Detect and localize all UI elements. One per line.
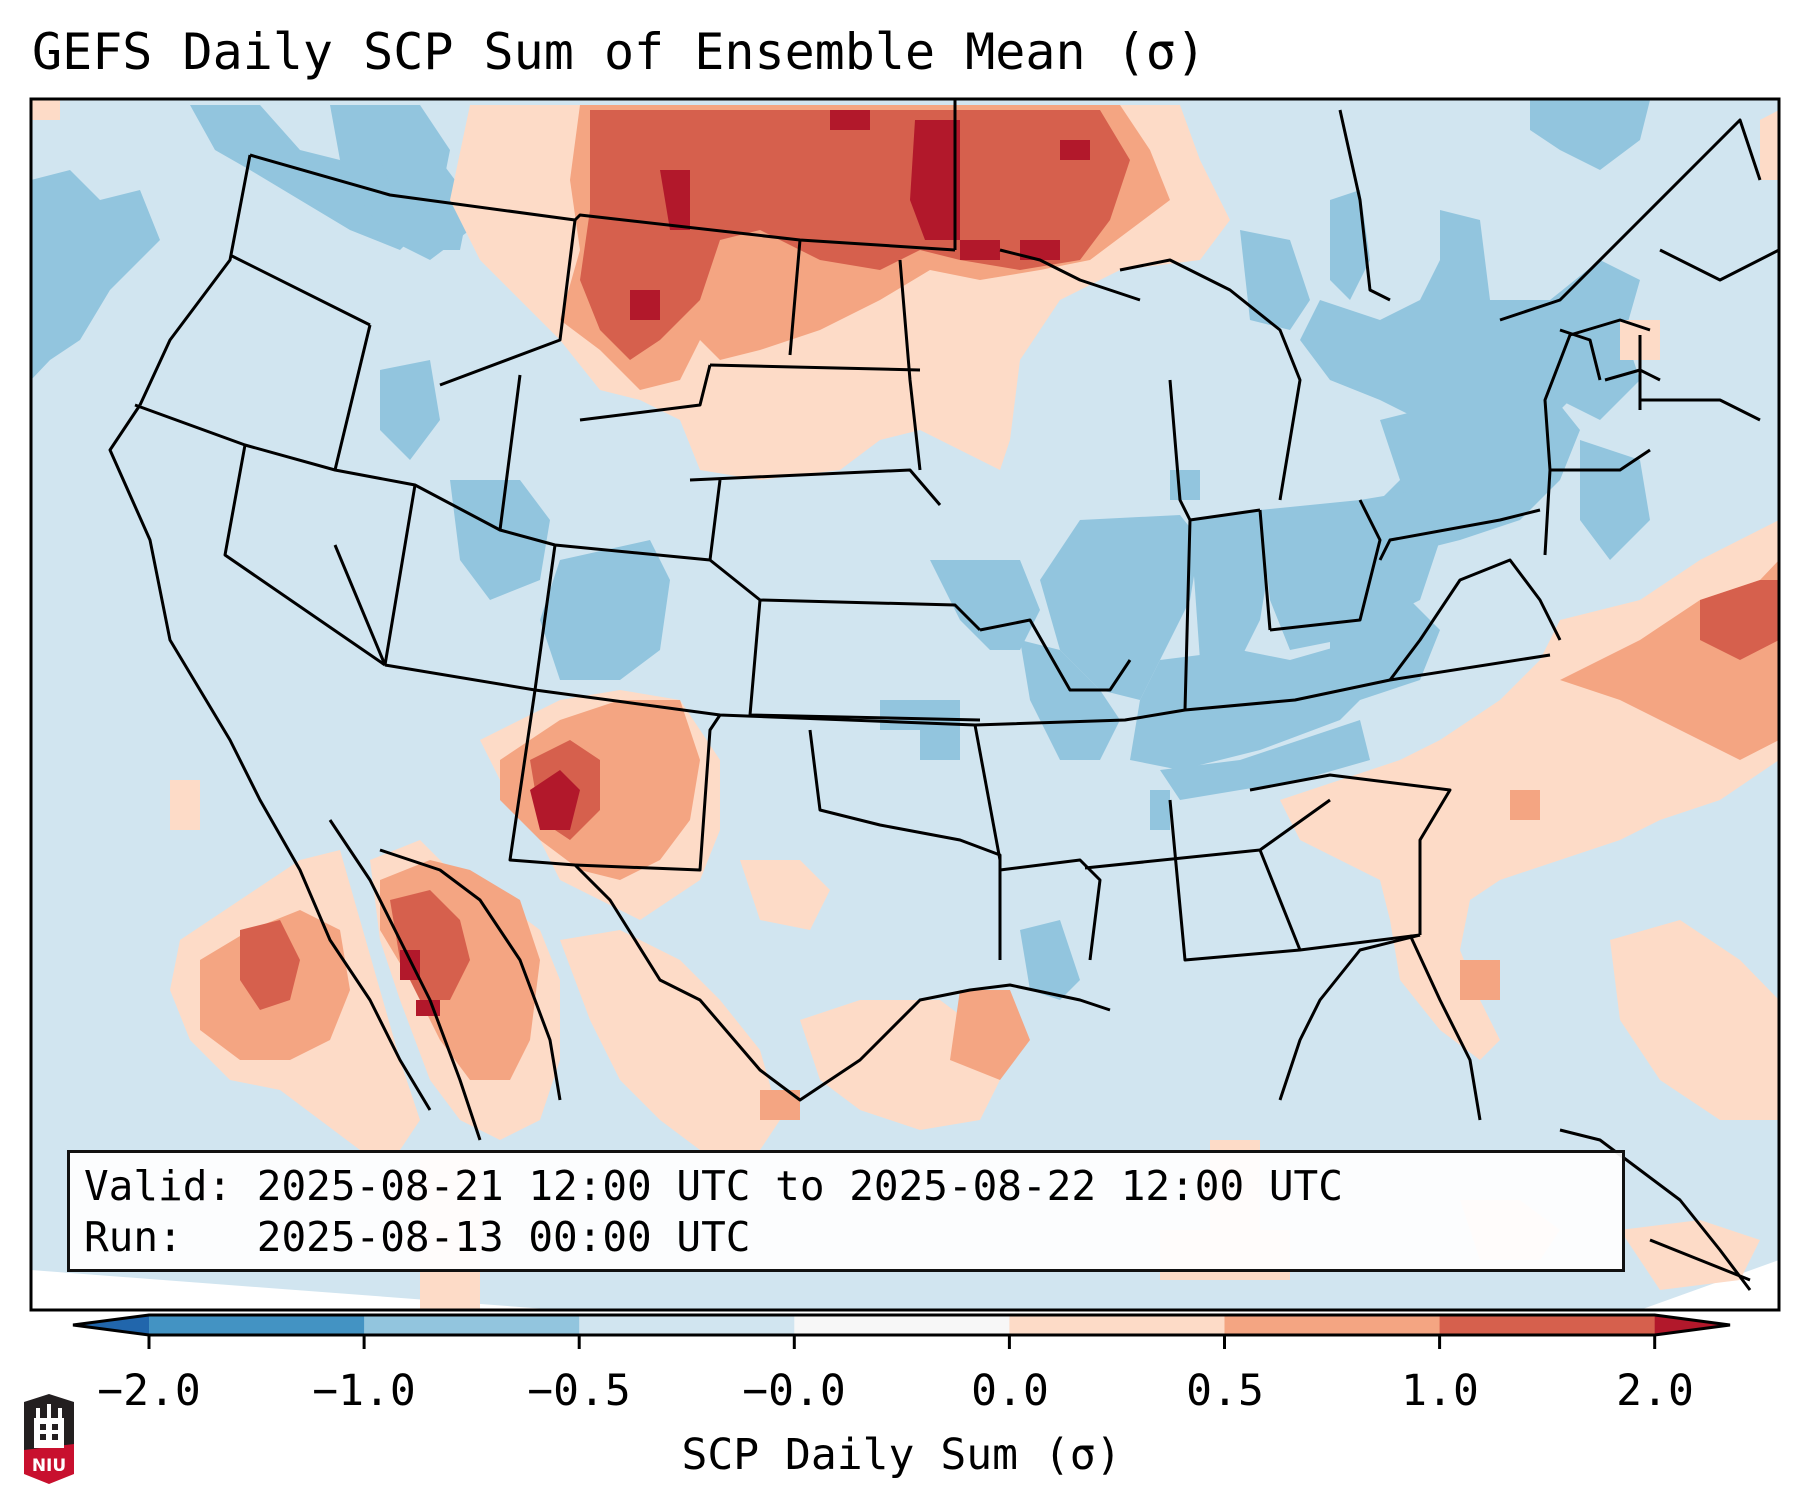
- valid-run-annotation-box: Valid: 2025-08-21 12:00 UTC to 2025-08-2…: [67, 1150, 1625, 1272]
- field-negative-patches: [31, 100, 1650, 1000]
- run-time-text: Run: 2025-08-13 00:00 UTC: [84, 1213, 751, 1261]
- domain-edge: [1640, 1260, 1779, 1310]
- logo-tower-icon: [58, 1408, 62, 1420]
- logo-text: NIU: [32, 1456, 66, 1476]
- colorbar: [72, 1313, 1731, 1349]
- colorbar-tick-label: 1.0: [1401, 1366, 1479, 1416]
- colorbar-bin: [1009, 1315, 1225, 1335]
- colorbar-bin: [794, 1315, 1010, 1335]
- logo-windows-icon: [40, 1424, 58, 1440]
- valid-time-text: Valid: 2025-08-21 12:00 UTC to 2025-08-2…: [84, 1162, 1343, 1210]
- state-boundaries: [108, 100, 1779, 1291]
- colorbar-tick-label: −0.0: [742, 1366, 846, 1416]
- logo-tower-icon: [47, 1404, 51, 1420]
- colorbar-extend-min: [73, 1315, 149, 1335]
- colorbar-tick-label: 0.5: [1186, 1366, 1264, 1416]
- chart-title: GEFS Daily SCP Sum of Ensemble Mean (σ): [32, 23, 1206, 81]
- colorbar-tick-label: −2.0: [97, 1366, 201, 1416]
- colorbar-label: SCP Daily Sum (σ): [681, 1430, 1122, 1480]
- colorbar-tick-label: 2.0: [1616, 1366, 1694, 1416]
- colorbar-bin: [1224, 1315, 1441, 1335]
- colorbar-bin: [579, 1315, 795, 1335]
- colorbar-bin: [1439, 1315, 1656, 1335]
- colorbar-bin: [149, 1315, 365, 1335]
- map-area: [31, 99, 1779, 1310]
- colorbar-extend-max: [1654, 1315, 1730, 1335]
- map-frame: [29, 97, 1781, 1312]
- colorbar-tick-label: 0.0: [971, 1366, 1049, 1416]
- colorbar-tick-label: −1.0: [312, 1366, 416, 1416]
- logo-shield-red: [24, 1444, 74, 1484]
- logo-tower-icon: [36, 1408, 40, 1420]
- niu-logo: NIU: [24, 1394, 74, 1484]
- colorbar-bin: [364, 1315, 580, 1335]
- colorbar-tick-label: −0.5: [527, 1366, 631, 1416]
- logo-building-icon: [34, 1418, 64, 1448]
